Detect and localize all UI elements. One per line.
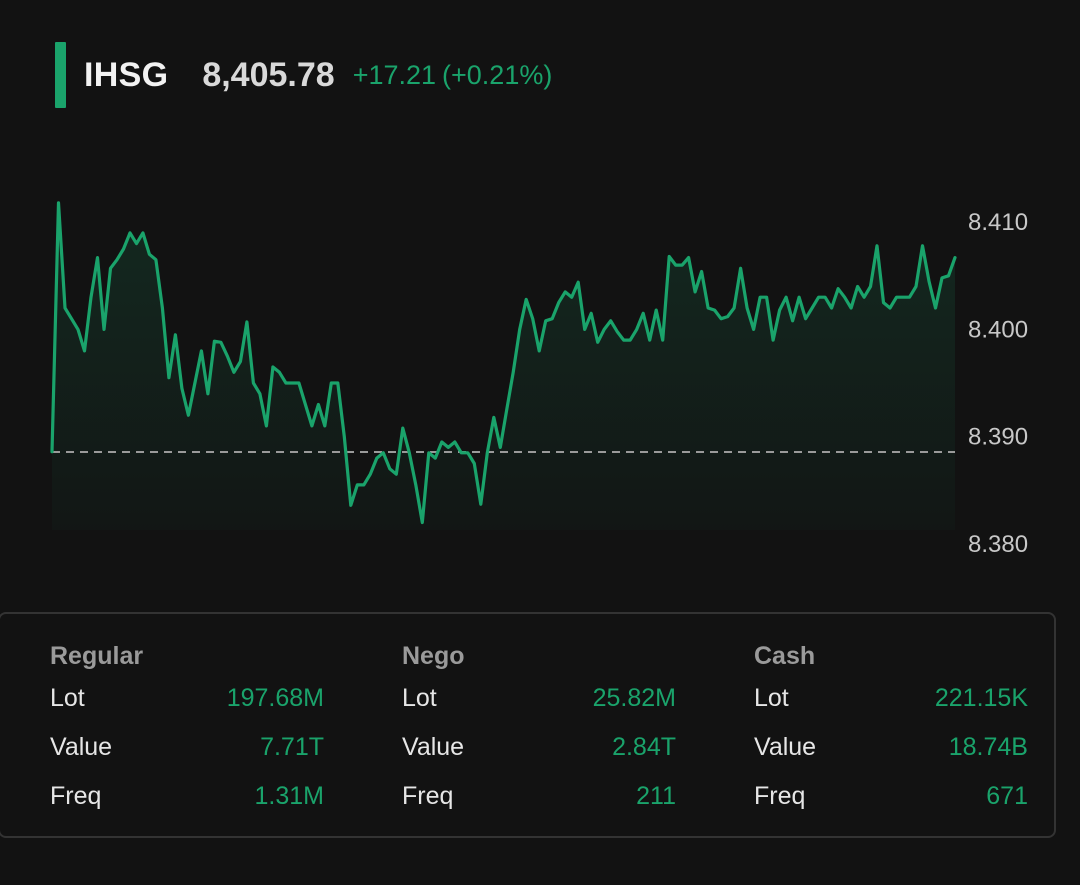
stat-value: 18.74B — [948, 733, 1028, 761]
stat-value: 211 — [636, 782, 676, 810]
accent-bar — [55, 42, 66, 108]
intraday-chart[interactable]: 8.410 8.400 8.390 8.380 — [0, 190, 1080, 560]
stats-regular: Regular Lot 197.68M Value 7.71T Freq 1.31M — [50, 638, 324, 821]
stats-row: Lot 197.68M — [50, 674, 324, 723]
price-area-fill — [52, 202, 955, 530]
stat-label: Lot — [50, 684, 85, 712]
stats-nego-title: Nego — [402, 642, 465, 670]
y-tick-label: 8.400 — [968, 316, 1028, 343]
stat-label: Value — [50, 733, 113, 761]
price-line — [50, 201, 957, 525]
index-ticker: IHSG — [84, 55, 169, 94]
y-tick-label: 8.380 — [968, 531, 1028, 558]
stat-label: Value — [402, 733, 465, 761]
stat-value: 197.68M — [226, 684, 324, 712]
stat-label: Value — [754, 733, 817, 761]
stat-label: Freq — [402, 782, 454, 810]
stat-label: Lot — [754, 684, 789, 712]
y-tick-label: 8.410 — [968, 209, 1028, 236]
index-change: +17.21 (+0.21%) — [353, 60, 553, 91]
stats-row: Value 18.74B — [754, 723, 1028, 772]
stats-row: Freq 211 — [402, 772, 676, 821]
stats-nego: Nego Lot 25.82M Value 2.84T Freq 211 — [402, 638, 676, 821]
stats-row: Lot 221.15K — [754, 674, 1028, 723]
stat-label: Freq — [754, 782, 806, 810]
index-header: IHSG 8,405.78 +17.21 (+0.21%) — [55, 42, 552, 108]
stat-value: 25.82M — [592, 684, 676, 712]
stat-value: 221.15K — [934, 684, 1028, 712]
y-tick-label: 8.390 — [968, 424, 1028, 451]
stat-value: 671 — [986, 782, 1028, 810]
y-axis-ticks: 8.410 8.400 8.390 8.380 — [968, 209, 1028, 558]
change-value: +17.21 — [352, 59, 437, 90]
index-price: 8,405.78 — [202, 55, 335, 94]
stat-value: 1.31M — [254, 782, 324, 810]
stats-cash: Cash Lot 221.15K Value 18.74B Freq 671 — [754, 638, 1028, 821]
stats-row: Value 7.71T — [50, 723, 324, 772]
change-percent: (+0.21%) — [442, 59, 553, 90]
stats-row: Freq 671 — [754, 772, 1028, 821]
stats-row: Lot 25.82M — [402, 674, 676, 723]
stats-regular-title: Regular — [50, 642, 144, 670]
trading-stats-panel: Regular Lot 197.68M Value 7.71T Freq 1.31M … — [0, 612, 1056, 838]
stat-label: Lot — [402, 684, 437, 712]
stats-row: Freq 1.31M — [50, 772, 324, 821]
stat-label: Freq — [50, 782, 102, 810]
stats-row: Value 2.84T — [402, 723, 676, 772]
stat-value: 2.84T — [612, 733, 676, 761]
stat-value: 7.71T — [260, 733, 324, 761]
stats-cash-title: Cash — [754, 642, 816, 670]
